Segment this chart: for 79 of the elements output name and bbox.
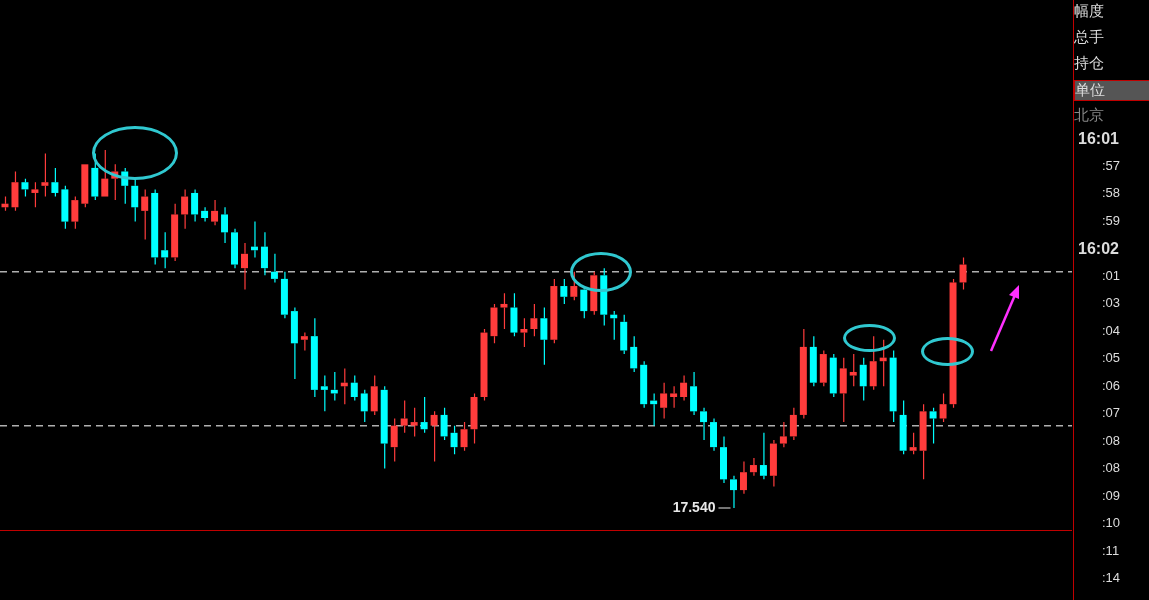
candlestick xyxy=(41,152,49,198)
text: :08 xyxy=(1101,460,1122,475)
candlestick xyxy=(749,457,757,477)
candlestick xyxy=(680,374,688,402)
candlestick xyxy=(720,435,727,484)
candlestick xyxy=(300,331,308,352)
candlestick xyxy=(839,357,847,423)
candlestick xyxy=(690,371,698,416)
candlestick xyxy=(799,328,807,420)
candlestick xyxy=(919,403,927,480)
candlestick xyxy=(660,382,668,420)
candlestick xyxy=(101,149,109,197)
candlestick xyxy=(710,417,718,452)
text: :09 xyxy=(1101,487,1122,503)
candlestick xyxy=(31,181,39,208)
candlestick xyxy=(280,271,288,319)
candlestick xyxy=(290,306,298,380)
text: 幅度 xyxy=(1074,2,1105,21)
candlestick xyxy=(241,242,248,291)
candlestick xyxy=(181,188,189,230)
candlestick xyxy=(131,178,139,223)
candlestick xyxy=(260,231,268,276)
candlestick xyxy=(161,231,169,269)
text: :57 xyxy=(1101,157,1122,173)
text: 16:02 xyxy=(1077,240,1120,258)
candlestick xyxy=(759,432,767,480)
text: :04 xyxy=(1101,322,1122,338)
candlestick xyxy=(729,475,737,509)
candlestick xyxy=(410,407,418,437)
text: 总手 xyxy=(1074,28,1105,47)
text: :05 xyxy=(1101,350,1122,365)
candlestick xyxy=(700,407,708,441)
candlestick xyxy=(869,335,877,391)
text: :11 xyxy=(1101,542,1121,558)
candlestick xyxy=(390,417,398,463)
candlestick xyxy=(211,199,219,226)
candlestick xyxy=(270,253,278,284)
candlestick xyxy=(520,317,528,348)
candlestick xyxy=(929,407,937,445)
candlestick xyxy=(769,439,777,488)
text: :07 xyxy=(1101,405,1122,420)
candlestick xyxy=(779,421,787,448)
text: 持仓 xyxy=(1074,54,1105,73)
text: :08 xyxy=(1101,432,1122,448)
candlestick xyxy=(430,410,438,463)
text: :58 xyxy=(1101,185,1122,200)
candlestick xyxy=(789,407,797,441)
candlestick xyxy=(310,317,318,398)
candlestick xyxy=(500,292,508,330)
text: :06 xyxy=(1101,377,1122,393)
text: 16:01 xyxy=(1077,130,1120,148)
candlestick xyxy=(849,353,857,387)
candlestick xyxy=(540,306,548,366)
candlestick xyxy=(141,188,149,241)
candlestick xyxy=(320,374,328,412)
candlestick xyxy=(201,206,209,223)
candlestick xyxy=(231,228,239,269)
annotation: 17.540 xyxy=(672,498,716,515)
candlestick xyxy=(889,349,897,423)
text: :14 xyxy=(1101,570,1122,585)
candlestick xyxy=(420,396,428,434)
candlestick xyxy=(151,188,159,266)
text: :10 xyxy=(1101,515,1122,530)
text: 单位 xyxy=(1074,80,1149,101)
text: 北京 xyxy=(1074,106,1105,125)
candlestick xyxy=(191,188,199,223)
candlestick xyxy=(859,357,867,402)
candlestick xyxy=(739,460,747,495)
candlestick xyxy=(380,385,388,470)
candlestick xyxy=(959,256,967,291)
text: :59 xyxy=(1101,212,1122,228)
candlestick xyxy=(221,206,229,244)
candlestick xyxy=(530,303,538,337)
candlestick xyxy=(171,203,179,262)
candlestick xyxy=(470,392,478,445)
candlestick xyxy=(400,400,408,434)
text: :03 xyxy=(1101,295,1122,310)
candlestick xyxy=(670,385,678,409)
text: :01 xyxy=(1101,267,1122,283)
